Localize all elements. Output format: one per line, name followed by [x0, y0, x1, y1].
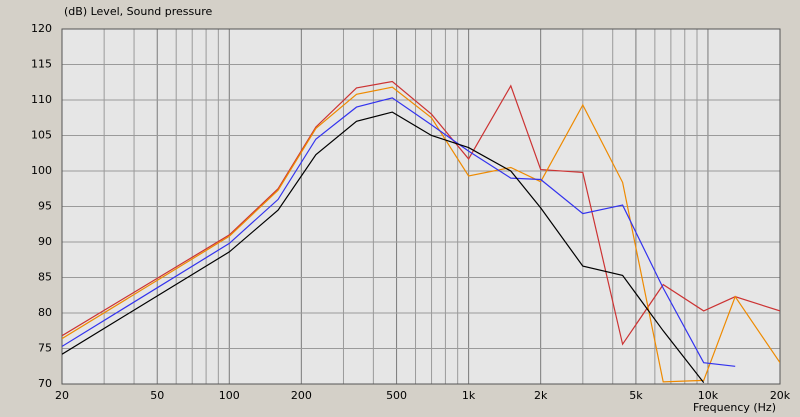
x-tick-label: 100 [219, 389, 240, 402]
x-tick-label: 1k [462, 389, 476, 402]
y-tick-label: 100 [31, 164, 52, 177]
x-tick-label: 2k [534, 389, 548, 402]
y-axis-label: (dB) Level, Sound pressure [64, 5, 213, 18]
y-tick-label: 110 [31, 93, 52, 106]
x-axis-label: Frequency (Hz) [693, 401, 776, 414]
y-tick-label: 75 [38, 342, 52, 355]
x-tick-label: 500 [386, 389, 407, 402]
y-tick-label: 80 [38, 306, 52, 319]
x-tick-label: 5k [629, 389, 643, 402]
x-tick-label: 20 [55, 389, 69, 402]
x-tick-label: 20k [770, 389, 791, 402]
y-tick-label: 95 [38, 200, 52, 213]
y-tick-label: 90 [38, 235, 52, 248]
y-tick-label: 70 [38, 377, 52, 390]
y-tick-label: 85 [38, 271, 52, 284]
x-tick-label: 10k [698, 389, 719, 402]
plot-border [61, 28, 781, 385]
series-line [62, 111, 705, 383]
x-tick-label: 200 [291, 389, 312, 402]
y-tick-label: 120 [31, 22, 52, 35]
series-line [62, 80, 780, 346]
series-line [62, 97, 736, 367]
y-tick-label: 105 [31, 129, 52, 142]
x-tick-label: 50 [150, 389, 164, 402]
series-line [62, 86, 780, 383]
y-tick-label: 115 [31, 58, 52, 71]
